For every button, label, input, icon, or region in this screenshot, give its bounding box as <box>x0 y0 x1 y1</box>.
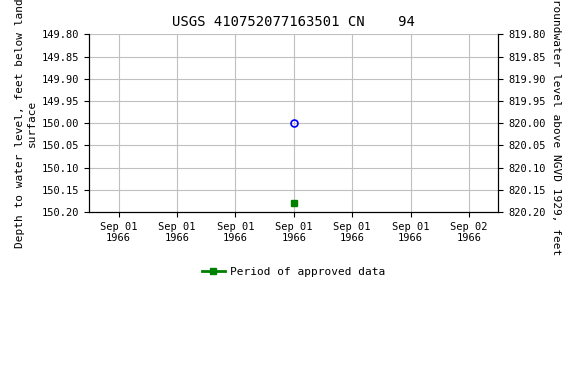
Y-axis label: Groundwater level above NGVD 1929, feet: Groundwater level above NGVD 1929, feet <box>551 0 561 255</box>
Y-axis label: Depth to water level, feet below land
surface: Depth to water level, feet below land su… <box>15 0 37 248</box>
Title: USGS 410752077163501 CN    94: USGS 410752077163501 CN 94 <box>172 15 415 29</box>
Legend: Period of approved data: Period of approved data <box>198 262 390 281</box>
